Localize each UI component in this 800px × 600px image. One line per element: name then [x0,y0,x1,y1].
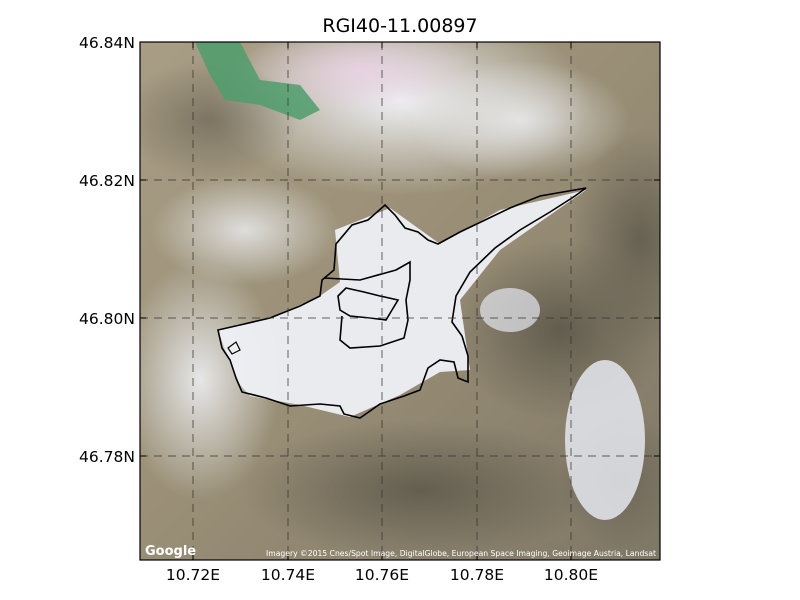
lat-tick-label: 46.78N [79,448,135,466]
lon-tick-label: 10.74E [261,566,315,584]
tick-marks [140,41,660,560]
map-title: RGI40-11.00897 [322,15,477,37]
lon-tick-label: 10.78E [450,566,504,584]
imagery-attribution: Imagery ©2015 Cnes/Spot Image, DigitalGl… [266,549,656,558]
lat-tick-label: 46.84N [79,34,135,52]
map-grid [140,42,660,560]
map-frame [139,41,661,561]
satellite-basemap [140,42,660,560]
glacier-outline-islet [227,341,241,355]
lat-tick-label: 46.80N [79,310,135,328]
lon-tick-label: 10.80E [544,566,598,584]
lat-tick-label: 46.82N [79,172,135,190]
glacier-outline [217,187,587,419]
lon-tick-label: 10.76E [355,566,409,584]
google-logo: Google [145,544,196,559]
lon-tick-label: 10.72E [166,566,220,584]
